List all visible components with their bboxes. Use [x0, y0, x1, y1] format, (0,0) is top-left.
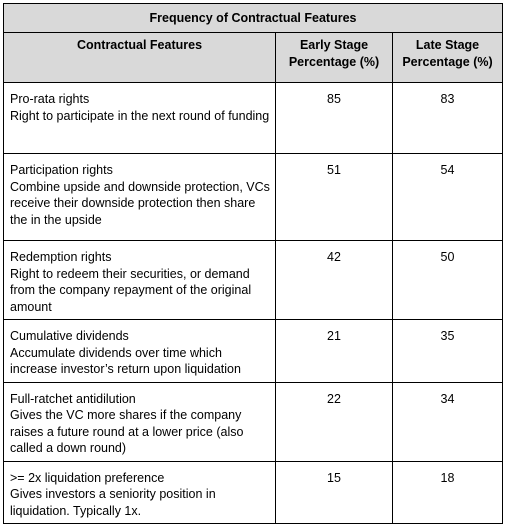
table-row: Cumulative dividends Accumulate dividend…: [3, 319, 504, 383]
early-stage-value: 15: [275, 460, 393, 524]
table-title-row: Frequency of Contractual Features: [2, 3, 504, 33]
table-row: >= 2x liquidation preference Gives inves…: [3, 460, 504, 524]
early-stage-value: 51: [275, 153, 393, 241]
feature-description: Right to redeem their securities, or dem…: [10, 266, 252, 314]
late-stage-value: 83: [391, 82, 504, 154]
feature-cell: Full-ratchet antidilution Gives the VC m…: [3, 381, 276, 462]
contractual-features-table-wrapper: Frequency of Contractual Features Contra…: [2, 3, 504, 524]
feature-name: Participation rights: [10, 163, 113, 177]
table-row: Participation rights Combine upside and …: [3, 153, 504, 241]
feature-description: Combine upside and downside protection, …: [10, 179, 270, 227]
early-stage-value: 22: [275, 381, 393, 462]
feature-cell: Cumulative dividends Accumulate dividend…: [3, 319, 276, 383]
table-row: Redemption rights Right to redeem their …: [3, 240, 504, 320]
feature-description: Right to participate in the next round o…: [10, 108, 270, 123]
feature-cell: Participation rights Combine upside and …: [3, 153, 276, 241]
feature-cell: Pro-rata rights Right to participate in …: [3, 82, 276, 154]
table-row: Pro-rata rights Right to participate in …: [3, 82, 504, 154]
feature-cell: >= 2x liquidation preference Gives inves…: [3, 460, 276, 524]
late-stage-value: 18: [391, 460, 504, 524]
table-row: Full-ratchet antidilution Gives the VC m…: [3, 381, 504, 462]
table-header-row: Contractual Features Early Stage Percent…: [3, 32, 504, 83]
table-title: Frequency of Contractual Features: [2, 3, 504, 33]
header-contractual-features: Contractual Features: [3, 32, 276, 83]
feature-name: >= 2x liquidation preference: [10, 470, 165, 485]
contractual-features-table: Frequency of Contractual Features Contra…: [2, 3, 504, 524]
late-stage-value: 54: [391, 153, 504, 241]
feature-cell: Redemption rights Right to redeem their …: [3, 240, 276, 320]
feature-description: Gives the VC more shares if the company …: [10, 408, 244, 455]
feature-name: Cumulative dividends: [10, 329, 129, 343]
late-stage-value: 34: [391, 381, 504, 462]
early-stage-value: 42: [275, 240, 393, 320]
header-early-stage: Early Stage Percentage (%): [275, 32, 393, 83]
early-stage-value: 85: [275, 82, 393, 154]
feature-description: Accumulate dividends over time which inc…: [10, 345, 241, 377]
feature-name: Pro-rata rights: [10, 92, 90, 106]
feature-description: Gives investors a seniority position in …: [10, 487, 216, 518]
late-stage-value: 35: [391, 319, 504, 383]
feature-name: Redemption rights: [10, 250, 112, 264]
feature-name: Full-ratchet antidilution: [10, 391, 136, 406]
header-late-stage: Late Stage Percentage (%): [391, 32, 504, 83]
early-stage-value: 21: [275, 319, 393, 383]
late-stage-value: 50: [391, 240, 504, 320]
